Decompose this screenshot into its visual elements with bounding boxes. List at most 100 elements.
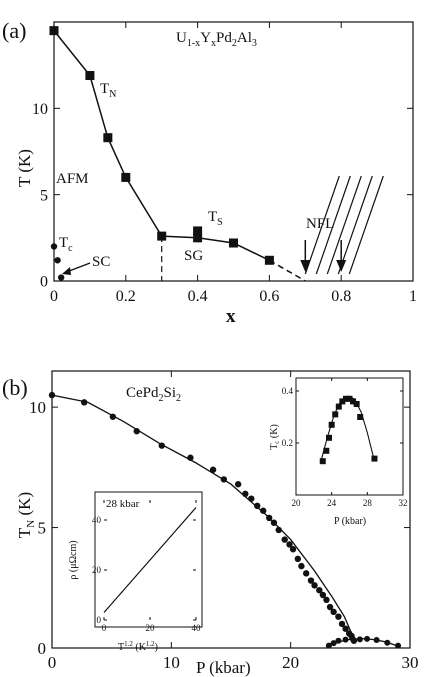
inset-tc-markers	[319, 395, 378, 465]
nfl-hatch-region	[304, 175, 384, 275]
inset-rho-line	[103, 507, 197, 613]
tn-point	[157, 231, 167, 241]
tn-point	[264, 255, 274, 265]
tn-point	[109, 413, 117, 420]
tn-point	[326, 603, 334, 611]
tc-markers-b	[325, 635, 402, 649]
tc-point	[373, 637, 380, 644]
inset-tc-vs-p: 20 24 28 32 0.2 0.4 P (kbar) Tc (K)	[269, 377, 408, 527]
panel-a: (a) U1-xYxPd2Al3 x T (K) 0 0.2 0.4 0.6 0.8 1 …	[2, 18, 417, 327]
tn-point	[220, 476, 228, 483]
tn-point	[158, 442, 165, 449]
tn-point	[248, 495, 255, 502]
tn-point	[103, 133, 113, 143]
tc-point	[384, 639, 391, 646]
tn-dashed-extrap-a	[269, 259, 306, 282]
inset-rho: 0 20 40 0 20 40 28 kbar T1.2 (K1.2) ρ (μΩcm)	[68, 491, 203, 653]
x-axis-label-b: P (kbar)	[196, 658, 251, 677]
x-tick-label: 32	[399, 498, 408, 508]
tn-point	[209, 466, 217, 473]
tn-markers-b	[48, 391, 358, 644]
inset-tc-point	[357, 414, 364, 420]
tc-point	[349, 635, 356, 642]
x-tick-label: 0	[48, 653, 57, 672]
y-tick-label: 40	[92, 515, 102, 525]
inset-tc-point	[325, 434, 332, 441]
inset-rho-ylabel: ρ (μΩcm)	[68, 540, 79, 579]
x-tick-label: 20	[282, 653, 299, 672]
tn-point	[49, 26, 59, 36]
inset-tc-point	[371, 455, 378, 462]
tn-point	[289, 546, 297, 553]
x-tick-label: 1	[409, 288, 417, 305]
inset-rho-x-ticks: 0 20 40	[102, 500, 201, 633]
x-tick-label: 30	[402, 653, 419, 672]
x-tick-label: 0.2	[116, 288, 136, 305]
x-tick-label: 0.8	[331, 288, 351, 305]
tn-point	[81, 399, 88, 406]
chart-title-b: CePd2Si2	[126, 385, 181, 404]
tn-markers-a	[49, 26, 274, 265]
tn-point	[342, 625, 349, 632]
annot-nfl: NFL	[306, 216, 334, 232]
inset-tc-point	[319, 458, 326, 465]
y-tick-label: 0.4	[282, 386, 294, 396]
inset-rho-frame	[94, 491, 203, 628]
x-tick-label: 0.6	[259, 288, 279, 305]
annot-sg: SG	[184, 248, 203, 264]
annot-tn: TN	[100, 81, 116, 100]
inset-tc-point	[335, 403, 342, 410]
y-tick-label: 0	[38, 639, 47, 658]
x-tick-label: 0.4	[188, 288, 208, 305]
tc-point	[364, 635, 371, 642]
inset-tc-point	[328, 421, 335, 428]
tn-point	[275, 526, 282, 534]
y-ticks-b: 0 5 10	[29, 398, 410, 658]
x-ticks-a: 0 0.2 0.4 0.6 0.8 1	[50, 22, 417, 305]
inset-tc-point	[346, 395, 353, 402]
tc-point	[335, 637, 342, 644]
tn-point	[121, 172, 131, 182]
hatch-line	[348, 175, 384, 275]
tn-point	[302, 570, 310, 577]
inset-tc-point	[323, 447, 330, 454]
x-tick-label: 20	[146, 623, 156, 633]
y-tick-label: 5	[40, 187, 48, 204]
inset-tc-point	[350, 398, 357, 405]
tn-point	[294, 555, 302, 563]
hatch-line	[337, 175, 373, 275]
tc-point	[57, 274, 65, 281]
hatch-line	[304, 175, 340, 275]
y-tick-label: 10	[29, 398, 46, 417]
tn-point	[307, 577, 315, 584]
sc-arrowhead	[62, 267, 71, 275]
tn-point	[270, 519, 278, 526]
tc-point	[342, 636, 349, 643]
inset-tc-xlabel: P (kbar)	[334, 516, 366, 527]
inset-tc-ylabel: Tc (K)	[269, 424, 281, 450]
y-axis-label-a: T (K)	[15, 149, 34, 187]
inset-rho-xlabel: T1.2 (K1.2)	[118, 640, 158, 653]
arrow-head	[336, 260, 347, 272]
tn-point	[85, 71, 95, 81]
tn-point	[260, 507, 267, 514]
tn-point	[335, 613, 342, 620]
annot-tc: Tc	[59, 235, 73, 254]
inset-tc-point	[332, 411, 339, 418]
hatch-line	[315, 175, 351, 275]
annot-afm: AFM	[56, 171, 89, 187]
x-axis-label-a: x	[226, 306, 236, 327]
tn-point	[265, 514, 273, 522]
inset-rho-annotation: 28 kbar	[106, 498, 140, 510]
tn-point	[319, 591, 327, 599]
axes-frame-a	[53, 21, 414, 282]
panel-b: (b) CePd2Si2 P (kbar) TN (K) 0 10 20 30 0 5 1…	[2, 370, 419, 677]
tn-point	[286, 541, 293, 548]
x-ticks-b: 0 10 20 30	[48, 371, 419, 672]
tn-point	[193, 226, 203, 236]
y-ticks-a: 0 5 10	[32, 101, 413, 291]
x-tick-label: 10	[163, 653, 180, 672]
inset-rho-y-ticks: 0 20 40	[92, 515, 196, 625]
x-tick-label: 28	[363, 498, 373, 508]
panel-label-a: (a)	[2, 18, 26, 43]
